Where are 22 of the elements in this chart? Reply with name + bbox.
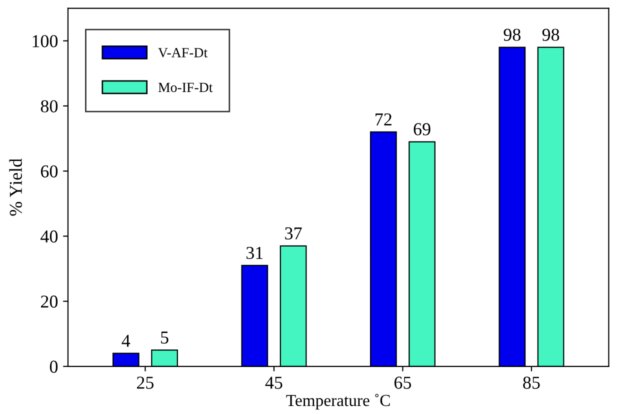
y-axis-title: % Yield bbox=[9, 158, 22, 216]
legend-label: Mo-IF-Dt bbox=[158, 82, 213, 92]
y-tick-label: 60 bbox=[40, 165, 58, 178]
data-label: 72 bbox=[376, 113, 392, 126]
x-tick-label: 65 bbox=[394, 376, 412, 389]
y-tick-label: 0 bbox=[50, 360, 58, 373]
data-label: 98 bbox=[504, 28, 521, 41]
data-label: 5 bbox=[161, 332, 168, 344]
y-tick-label: 100 bbox=[32, 35, 58, 48]
x-axis-title: Temperature ˚C bbox=[286, 394, 390, 410]
y-tick-label: 20 bbox=[40, 296, 58, 308]
data-label: 98 bbox=[542, 28, 560, 41]
x-tick-label: 45 bbox=[265, 376, 282, 389]
data-label: 31 bbox=[246, 246, 263, 260]
data-label: 4 bbox=[122, 334, 130, 347]
x-tick-label: 25 bbox=[136, 376, 154, 389]
y-tick-label: 80 bbox=[40, 100, 58, 112]
data-label: 37 bbox=[285, 227, 302, 240]
data-label: 69 bbox=[414, 123, 430, 136]
x-tick-label: 85 bbox=[523, 376, 540, 389]
legend-label: V-AF-Dt bbox=[158, 48, 208, 58]
y-tick-label: 40 bbox=[40, 230, 58, 243]
